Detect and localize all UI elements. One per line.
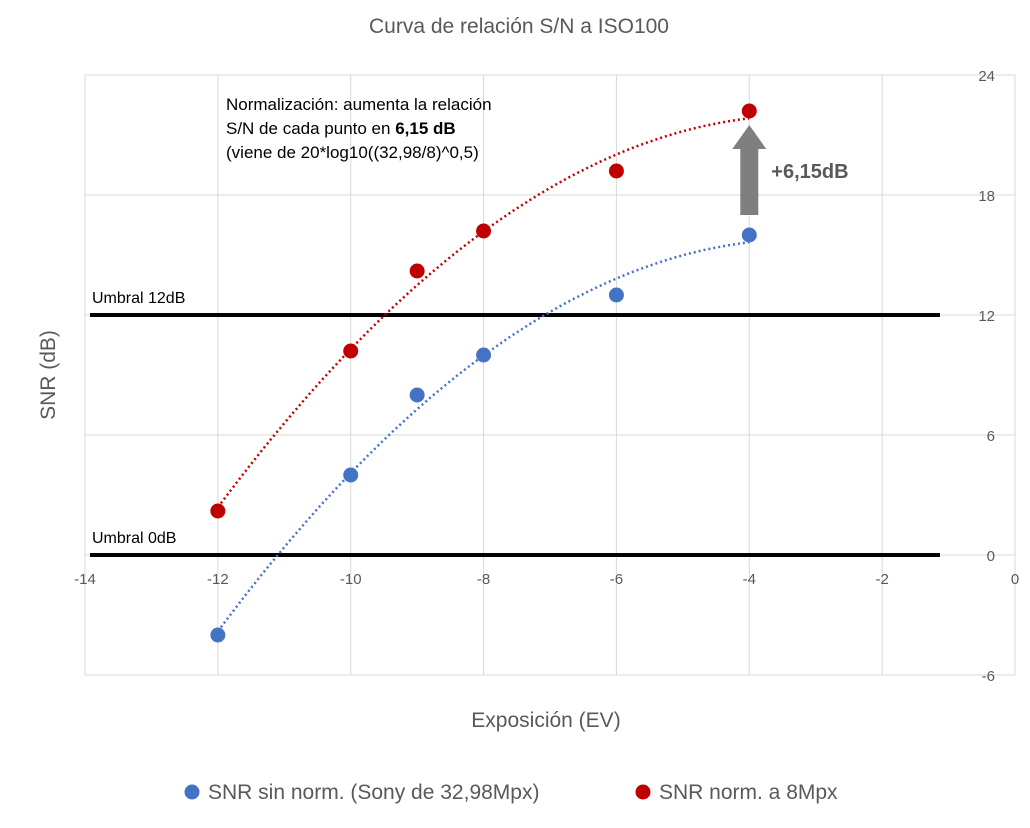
y-tick-label: 6 (987, 428, 995, 445)
y-tick-label: -6 (982, 668, 995, 685)
y-tick-label: 12 (978, 308, 995, 325)
x-tick-label: -2 (875, 571, 888, 588)
trendline (216, 117, 750, 509)
normalization-note: Normalización: aumenta la relación S/N d… (226, 93, 492, 165)
legend-marker (184, 784, 200, 800)
note-line-2-prefix: S/N de cada punto en (226, 119, 396, 138)
data-points (210, 103, 757, 643)
legend: SNR sin norm. (Sony de 32,98Mpx) SNR norm… (184, 781, 838, 804)
x-tick-label: -12 (207, 571, 229, 588)
threshold-lines: Umbral 12dB Umbral 0dB (90, 290, 940, 557)
data-point (343, 343, 359, 359)
legend-label: SNR sin norm. (Sony de 32,98Mpx) (208, 781, 539, 804)
threshold-label: Umbral 0dB (92, 530, 176, 547)
legend-marker (635, 784, 651, 800)
data-point (409, 263, 425, 279)
data-point (741, 227, 757, 243)
data-point (476, 223, 492, 239)
legend-label: SNR norm. a 8Mpx (659, 781, 838, 804)
x-tick-label: -10 (340, 571, 362, 588)
threshold-label: Umbral 12dB (92, 290, 185, 307)
x-tick-label: -14 (74, 571, 96, 588)
data-point (409, 387, 425, 403)
data-point (608, 163, 624, 179)
data-point (476, 347, 492, 363)
tick-labels: -14 -12 -10 -8 -6 -4 -2 0 -6 0 6 12 18 24 (74, 68, 1019, 685)
arrow-head (732, 125, 767, 149)
note-line-2-bold: 6,15 dB (395, 119, 456, 138)
x-tick-label: -8 (477, 571, 490, 588)
trendline (216, 241, 750, 633)
x-tick-label: -4 (743, 571, 756, 588)
y-tick-label: 24 (978, 68, 995, 85)
x-tick-label: -6 (610, 571, 623, 588)
note-line-1: Normalización: aumenta la relación (226, 95, 492, 114)
y-tick-label: 18 (978, 188, 995, 205)
chart-title: Curva de relación S/N a ISO100 (369, 15, 669, 38)
arrow-shaft (740, 147, 759, 215)
arrow-label: +6,15dB (771, 161, 848, 183)
data-point (608, 287, 624, 303)
data-point (210, 503, 226, 519)
data-point (343, 467, 359, 483)
note-line-3: (viene de 20*log10((32,98/8)^0,5) (226, 143, 479, 162)
y-tick-label: 0 (987, 548, 995, 565)
x-axis-label: Exposición (EV) (471, 709, 620, 732)
shift-arrow: +6,15dB (732, 125, 849, 215)
x-tick-label: 0 (1011, 571, 1019, 588)
trendlines (216, 117, 750, 633)
data-point (210, 627, 226, 643)
y-axis-label: SNR (dB) (37, 330, 60, 420)
data-point (741, 103, 757, 119)
